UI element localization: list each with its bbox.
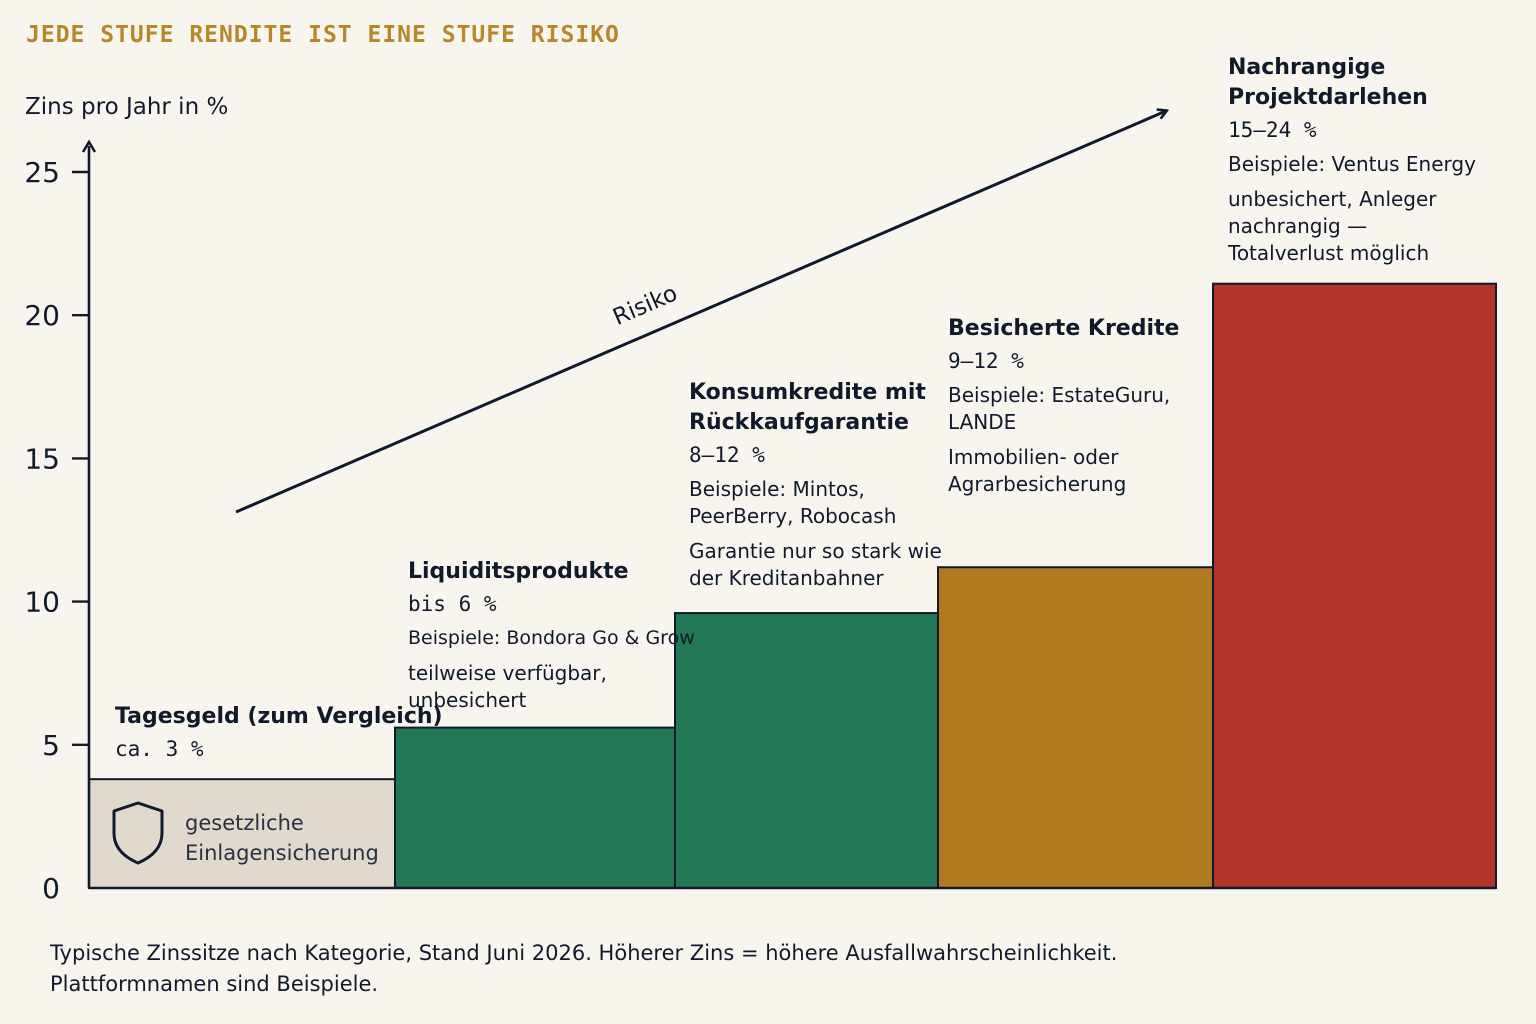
bar-4	[937, 566, 1214, 889]
category-rate: 9–12 %	[948, 349, 1024, 373]
category-label-besicherte-kredite: Besicherte Kredite 9–12 % Beispiele: Est…	[948, 314, 1179, 498]
category-label-konsumkredite: Konsumkredite mit Rückkaufgarantie 8–12 …	[689, 378, 942, 592]
y-tick-label: 25	[24, 156, 60, 189]
category-examples: Beispiele: Bondora Go & Grow	[408, 627, 695, 649]
category-name: Liquiditsprodukte	[408, 559, 629, 584]
category-name: Nachrangige Projektdarlehen	[1228, 55, 1428, 110]
y-tick-label: 10	[24, 586, 60, 619]
category-label-nachrangige: Nachrangige Projektdarlehen 15–24 % Beis…	[1228, 53, 1476, 267]
risk-arrow	[235, 111, 1166, 514]
category-label-tagesgeld: Tagesgeld (zum Vergleich) ca. 3 %	[115, 702, 443, 764]
category-examples: Beispiele: Ventus Energy	[1228, 152, 1476, 176]
category-note: Garantie nur so stark wie der Kreditanba…	[689, 539, 942, 590]
category-rate: 15–24 %	[1228, 118, 1317, 142]
category-name: Tagesgeld (zum Vergleich)	[115, 704, 443, 729]
y-axis-label: Zins pro Jahr in %	[25, 94, 229, 120]
y-tick-label: 20	[24, 299, 60, 332]
category-rate: bis 6 %	[408, 592, 497, 616]
bar-5	[1212, 282, 1497, 890]
category-note: teilweise verfügbar, unbesichert	[408, 661, 607, 712]
y-tick-label: 5	[42, 729, 60, 762]
bar-3	[674, 612, 939, 890]
category-name: Konsumkredite mit Rückkaufgarantie	[689, 380, 926, 435]
category-rate: 8–12 %	[689, 443, 765, 467]
deposit-protection-note: gesetzliche Einlagensicherung	[185, 811, 379, 865]
y-tick-label: 0	[42, 872, 60, 905]
bars-group	[88, 282, 1497, 890]
category-examples: Beispiele: EstateGuru, LANDE	[948, 383, 1171, 434]
category-label-liquiditsprodukte: Liquiditsprodukte bis 6 % Beispiele: Bon…	[408, 557, 695, 714]
category-name: Besicherte Kredite	[948, 316, 1180, 341]
shield-icon	[112, 801, 164, 865]
y-ticks-group: 0 5 10 15 20 25	[24, 156, 89, 905]
category-note: unbesichert, Anleger nachrangig — Totalv…	[1228, 187, 1437, 265]
y-tick-label: 15	[24, 442, 60, 475]
category-examples: Beispiele: Mintos, PeerBerry, Robocash	[689, 477, 897, 528]
chart-caption: Typische Zinssitze nach Kategorie, Stand…	[50, 941, 1118, 996]
category-note: Immobilien- oder Agrarbesicherung	[948, 445, 1127, 496]
chart-kicker: JEDE STUFE RENDITE IST EINE STUFE RISIKO	[26, 22, 620, 48]
category-rate: ca. 3 %	[115, 737, 204, 761]
